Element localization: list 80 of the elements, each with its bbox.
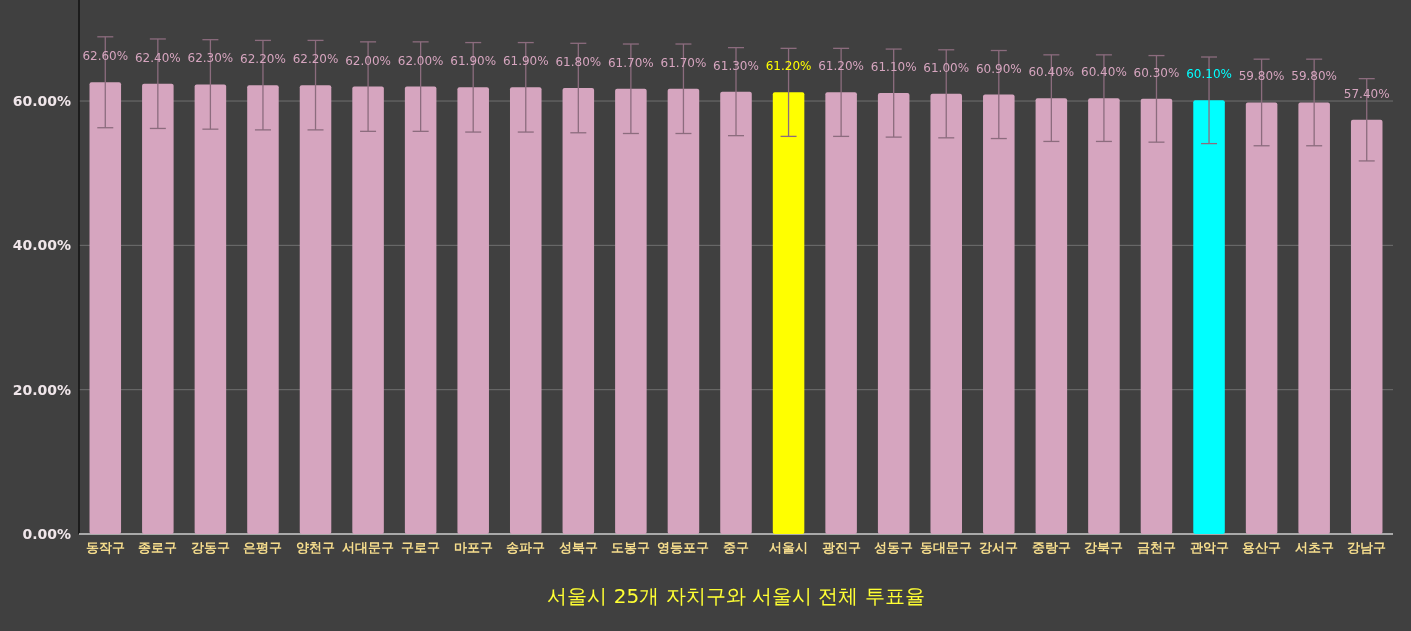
data-label: 61.70% bbox=[608, 55, 654, 70]
data-label: 60.30% bbox=[1133, 65, 1180, 80]
bar bbox=[509, 87, 542, 534]
bar bbox=[1245, 102, 1278, 534]
data-label: 62.00% bbox=[397, 53, 444, 68]
x-tick-label: 영등포구 bbox=[657, 540, 710, 555]
x-tick-label: 서대문구 bbox=[342, 540, 395, 555]
data-label: 60.40% bbox=[1028, 65, 1075, 80]
data-label: 61.30% bbox=[713, 58, 759, 73]
bar bbox=[1350, 119, 1383, 534]
x-tick-label: 종로구 bbox=[138, 540, 178, 555]
data-label: 60.10% bbox=[1186, 67, 1232, 82]
x-tick-label: 강북구 bbox=[1084, 540, 1124, 555]
x-tick-label: 양천구 bbox=[296, 540, 336, 555]
bar bbox=[352, 86, 384, 534]
bar bbox=[1140, 98, 1173, 534]
y-tick-label: 0.00% bbox=[22, 526, 71, 542]
data-label: 60.90% bbox=[975, 61, 1022, 76]
bar bbox=[247, 85, 279, 534]
data-label: 62.20% bbox=[240, 52, 286, 67]
data-label: 60.40% bbox=[1081, 65, 1127, 80]
x-tick-label: 구로구 bbox=[401, 540, 441, 555]
data-label: 61.80% bbox=[555, 55, 602, 70]
bar bbox=[142, 83, 174, 534]
x-tick-label: 중랑구 bbox=[1031, 540, 1071, 555]
y-tick-label: 40.00% bbox=[12, 237, 71, 254]
y-tick-label: 60.00% bbox=[12, 93, 71, 110]
y-tick-label: 20.00% bbox=[12, 381, 71, 398]
data-label: 62.20% bbox=[292, 52, 339, 67]
bar bbox=[299, 85, 332, 534]
bar bbox=[457, 87, 489, 534]
x-tick-label: 서울시 bbox=[769, 540, 809, 555]
data-label: 61.10% bbox=[870, 60, 917, 75]
bar bbox=[404, 86, 437, 534]
x-tick-label: 동대문구 bbox=[920, 540, 973, 555]
data-label: 59.80% bbox=[1291, 69, 1338, 84]
data-label: 61.00% bbox=[923, 60, 970, 75]
data-label: 62.00% bbox=[345, 53, 391, 68]
x-tick-label: 강남구 bbox=[1347, 540, 1387, 555]
bar bbox=[930, 93, 963, 534]
x-tick-label: 마포구 bbox=[453, 540, 493, 555]
data-label: 59.80% bbox=[1238, 69, 1285, 84]
bar bbox=[615, 88, 647, 534]
x-tick-label: 서초구 bbox=[1294, 540, 1334, 555]
x-tick-label: 광진구 bbox=[821, 540, 861, 555]
bar bbox=[1193, 100, 1225, 534]
data-label: 61.90% bbox=[502, 54, 549, 69]
bar bbox=[877, 93, 910, 534]
x-tick-label: 강동구 bbox=[190, 540, 230, 555]
x-tick-label: 관악구 bbox=[1189, 540, 1229, 555]
x-tick-label: 강서구 bbox=[979, 540, 1019, 555]
bar bbox=[89, 82, 122, 534]
bar bbox=[720, 91, 752, 534]
bar bbox=[825, 92, 857, 534]
x-tick-label: 도봉구 bbox=[611, 540, 651, 555]
bar bbox=[1088, 98, 1120, 534]
data-label: 61.20% bbox=[765, 59, 812, 74]
text: 서울시 25개 자치구와 서울시 전체 투표율 bbox=[547, 584, 925, 608]
x-tick-label: 용산구 bbox=[1242, 540, 1282, 555]
bar bbox=[1035, 98, 1068, 534]
bar bbox=[667, 88, 700, 534]
bar bbox=[1298, 102, 1330, 534]
data-label: 62.30% bbox=[187, 51, 234, 66]
x-tick-label: 중구 bbox=[723, 540, 749, 555]
x-tick-label: 성북구 bbox=[558, 540, 598, 555]
x-tick-label: 성동구 bbox=[874, 540, 914, 555]
x-tick-label: 은평구 bbox=[243, 540, 283, 555]
x-tick-label: 금천구 bbox=[1136, 540, 1176, 555]
data-label: 57.40% bbox=[1343, 86, 1390, 101]
bar bbox=[772, 92, 805, 534]
x-tick-label: 송파구 bbox=[506, 540, 546, 555]
data-label: 62.60% bbox=[82, 49, 129, 64]
bar bbox=[983, 94, 1015, 534]
data-label: 61.90% bbox=[450, 54, 497, 69]
data-label: 61.20% bbox=[818, 59, 864, 74]
data-label: 61.70% bbox=[660, 55, 707, 70]
x-tick-label: 동작구 bbox=[85, 540, 125, 555]
bar bbox=[562, 88, 595, 534]
data-label: 62.40% bbox=[134, 50, 181, 65]
bar bbox=[194, 84, 227, 534]
